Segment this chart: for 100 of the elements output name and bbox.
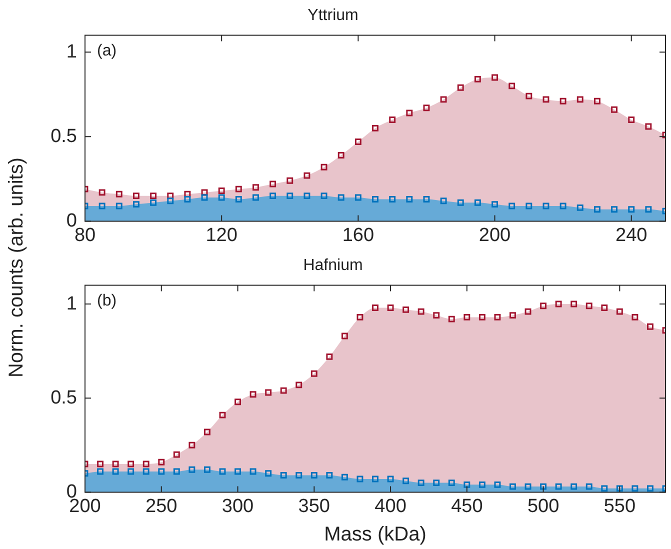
point [448, 480, 455, 486]
point [555, 483, 562, 490]
point [219, 468, 226, 475]
point [201, 194, 208, 201]
point [402, 306, 410, 313]
point [286, 177, 294, 184]
point [560, 98, 566, 104]
point [112, 468, 119, 475]
point [632, 485, 638, 492]
point [142, 468, 150, 475]
x-tick-label: 550 [604, 496, 636, 517]
point [173, 468, 180, 475]
point [234, 468, 241, 475]
point [611, 106, 618, 113]
point [296, 472, 302, 478]
point [235, 186, 242, 192]
point [406, 196, 413, 202]
point [116, 190, 122, 198]
point [201, 189, 208, 196]
point [474, 76, 481, 82]
point [354, 138, 362, 145]
point [270, 180, 276, 188]
point [296, 382, 302, 388]
point [418, 480, 424, 486]
point [188, 466, 196, 473]
point [173, 451, 180, 458]
point [320, 164, 328, 170]
point [219, 412, 226, 418]
point [188, 442, 196, 448]
point [645, 123, 652, 130]
point [98, 189, 106, 196]
point [128, 468, 134, 475]
point [464, 481, 470, 488]
point [510, 312, 516, 319]
point [423, 196, 430, 202]
point [338, 194, 344, 201]
point [158, 458, 165, 466]
point [250, 468, 256, 475]
point [647, 323, 654, 330]
x-tick-label: 350 [298, 496, 330, 517]
point [645, 206, 652, 213]
point [204, 428, 210, 436]
point [356, 476, 364, 482]
annotation: (a) [97, 42, 117, 60]
y-tick-label: 0.5 [50, 387, 77, 408]
point [218, 194, 225, 201]
point [440, 96, 447, 103]
point [184, 190, 191, 198]
point [406, 110, 413, 116]
point [494, 314, 501, 320]
point [280, 472, 287, 478]
point [560, 202, 566, 210]
x-tick-label: 200 [478, 224, 511, 246]
point [97, 460, 104, 468]
y-tick-label: 1 [66, 293, 77, 314]
point [601, 485, 608, 492]
point [326, 353, 333, 360]
point [492, 74, 498, 81]
point [576, 96, 584, 103]
point [524, 483, 532, 490]
point [310, 370, 318, 377]
point [526, 92, 532, 100]
point [167, 192, 174, 200]
point [478, 314, 486, 320]
point [433, 480, 440, 486]
point [341, 474, 348, 480]
point [250, 391, 256, 398]
point [510, 483, 516, 490]
point [387, 476, 394, 482]
point [457, 84, 464, 91]
point [457, 199, 464, 206]
point [97, 468, 104, 475]
point [341, 332, 348, 340]
point [98, 202, 106, 210]
point [132, 201, 140, 208]
point [402, 478, 410, 484]
point [594, 206, 600, 213]
point [372, 304, 378, 312]
point [132, 192, 140, 200]
point [265, 389, 272, 396]
point [540, 302, 547, 310]
point [372, 476, 378, 482]
point [389, 116, 396, 123]
x-tick-label: 80 [74, 224, 96, 246]
point [265, 470, 272, 477]
point [128, 460, 134, 468]
point [464, 314, 470, 320]
x-tick-label: 300 [222, 496, 254, 517]
point [280, 387, 287, 394]
point [570, 483, 578, 490]
point [586, 302, 592, 310]
point [234, 398, 241, 406]
point [304, 192, 310, 200]
point [632, 314, 638, 320]
point [616, 485, 623, 492]
point [423, 104, 430, 112]
x-tick-label: 240 [616, 224, 648, 246]
point [310, 472, 318, 478]
point [252, 194, 259, 201]
point [647, 485, 654, 492]
